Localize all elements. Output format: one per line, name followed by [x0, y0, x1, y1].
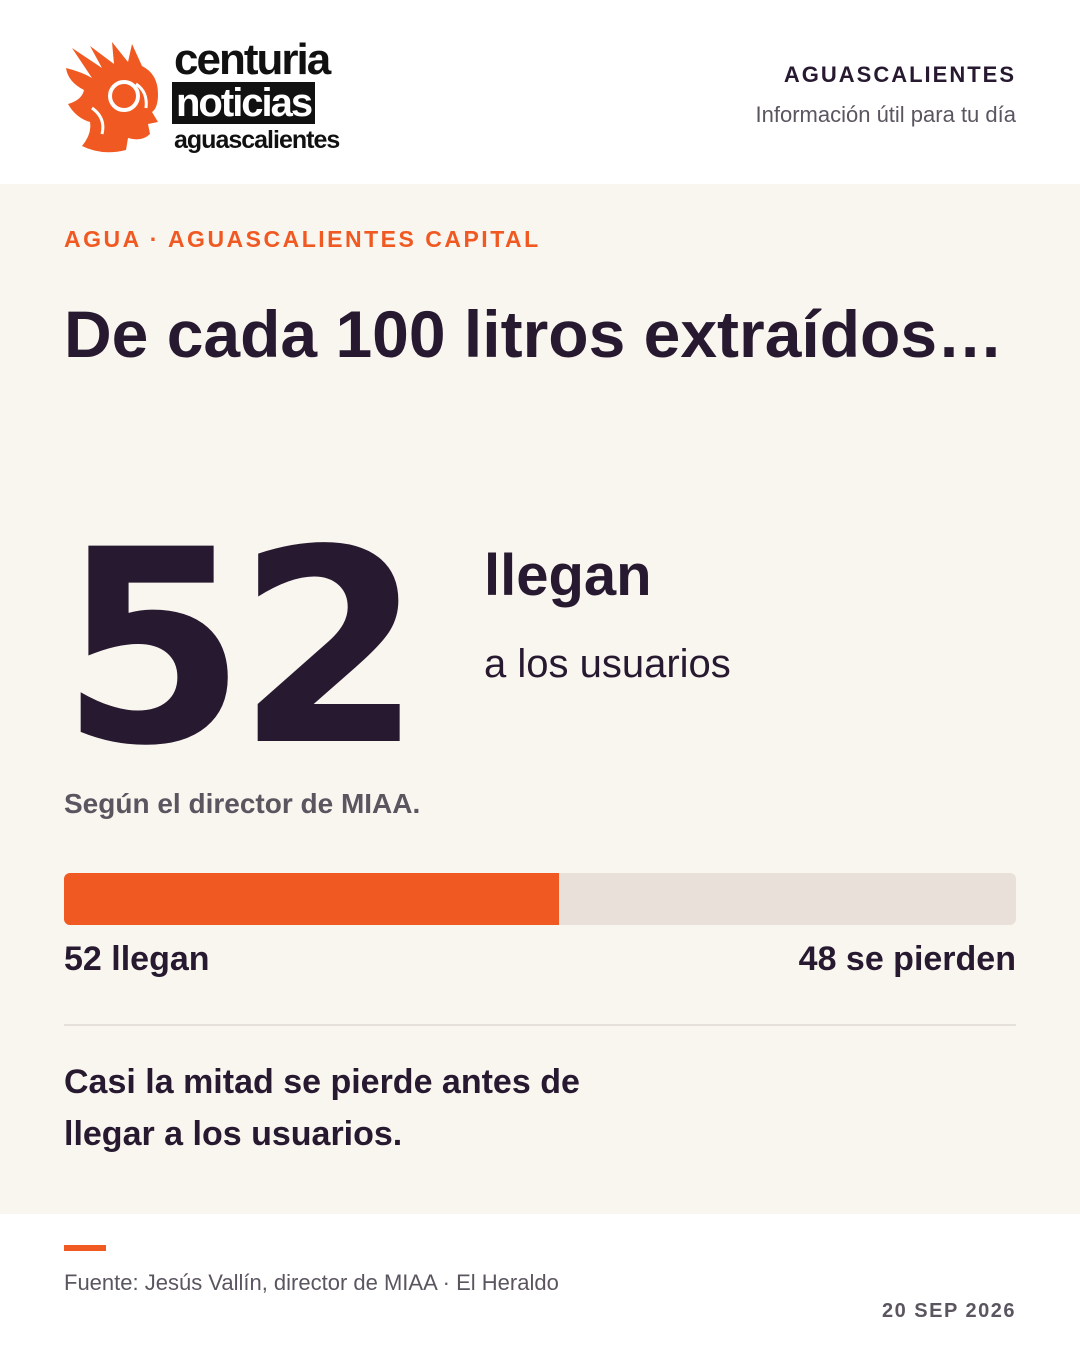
progress-bar — [64, 873, 1016, 925]
progress-bar-fill — [64, 873, 560, 925]
logo-word-centuria: centuria — [174, 35, 331, 84]
kicker: AGUA · AGUASCALIENTES CAPITAL — [64, 226, 541, 252]
divider — [64, 1024, 1016, 1026]
big-number-label: llegan — [484, 543, 652, 608]
headline: De cada 100 litros extraídos… — [64, 297, 1004, 371]
bar-label-arrive: 52 llegan — [64, 940, 210, 978]
big-number-sublabel: a los usuarios — [484, 642, 731, 686]
footer-accent-line — [64, 1245, 106, 1251]
big-number: 52 — [60, 493, 423, 805]
logo-word-aguascalientes: aguascalientes — [174, 126, 340, 154]
logo-word-noticias: noticias — [172, 82, 316, 124]
conclusion-text: Casi la mitad se pierde antes de llegar … — [64, 1063, 580, 1153]
bar-label-lost: 48 se pierden — [798, 940, 1016, 978]
attribution-note: Según el director de MIAA. — [64, 788, 421, 819]
header-tagline: Información útil para tu día — [755, 102, 1016, 127]
source-credit: Fuente: Jesús Vallín, director de MIAA ·… — [64, 1270, 559, 1295]
content-panel: AGUA · AGUASCALIENTES CAPITAL De cada 10… — [0, 184, 1080, 1214]
publish-date: 20 SEP 2026 — [881, 1300, 1016, 1322]
header-info: AGUASCALIENTES Información útil para tu … — [756, 62, 1016, 128]
header-city: AGUASCALIENTES — [783, 62, 1016, 87]
header: centuria noticias aguascalientes AGUASCA… — [0, 0, 1080, 184]
brand-logo[interactable]: centuria noticias aguascalientes — [62, 35, 340, 158]
winged-head-logo-icon — [66, 42, 158, 153]
footer: Fuente: Jesús Vallín, director de MIAA ·… — [0, 1214, 1080, 1350]
